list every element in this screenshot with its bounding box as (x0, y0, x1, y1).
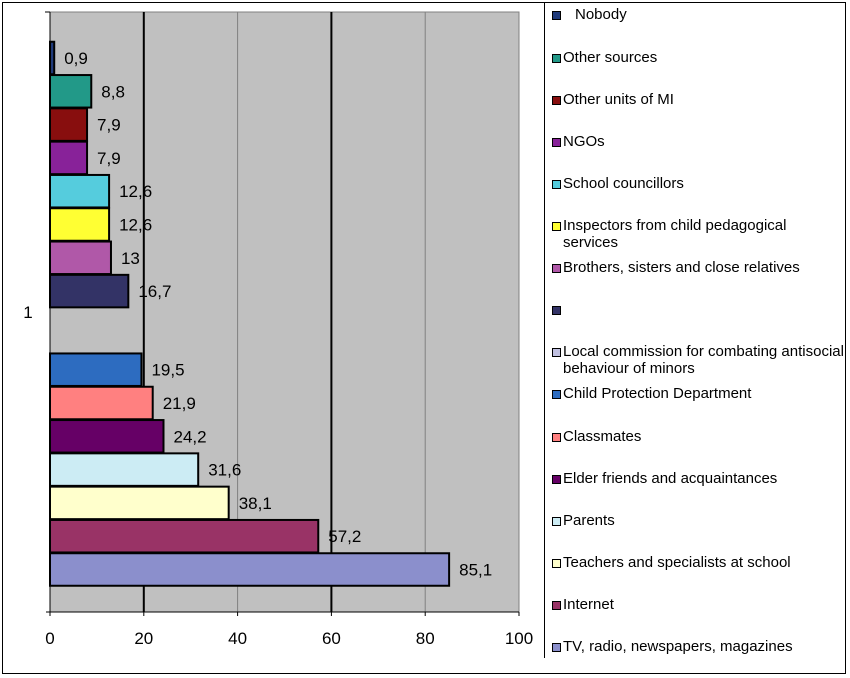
data-label: 21,9 (163, 394, 196, 413)
data-label: 85,1 (459, 561, 492, 580)
legend-label: Brothers, sisters and close relatives (563, 259, 800, 276)
legend-swatch (552, 11, 561, 20)
bar (49, 40, 56, 76)
bar (49, 485, 230, 521)
legend-item: School councillors (548, 175, 844, 192)
legend-label: Child Protection Department (563, 385, 752, 402)
legend-item: Classmates (548, 428, 844, 445)
x-tick-label: 100 (505, 629, 533, 648)
legend-label: Inspectors from child pedagogical servic… (563, 217, 787, 251)
bar (49, 207, 111, 242)
legend-item: Teachers and specialists at school (548, 554, 844, 571)
data-label: 19,5 (151, 361, 184, 380)
legend-item: Brothers, sisters and close relatives (548, 259, 844, 276)
legend-swatch (552, 96, 561, 105)
legend-label: School councillors (563, 175, 684, 192)
legend-label: Other units of MI (563, 91, 674, 108)
legend-swatch (552, 180, 561, 189)
data-label: 7,9 (97, 149, 121, 168)
legend-label: TV, radio, newspapers, magazines (563, 638, 793, 655)
legend-swatch (552, 475, 561, 484)
legend-swatch (552, 138, 561, 147)
bar (49, 518, 320, 554)
legend-swatch (552, 643, 561, 652)
legend-label: Parents (563, 512, 615, 529)
legend-swatch (552, 264, 561, 273)
bar (49, 173, 111, 209)
data-label: 7,9 (97, 116, 121, 135)
legend-item: Other sources (548, 49, 844, 66)
legend-item: Other units of MI (548, 91, 844, 108)
legend-swatch (552, 222, 561, 231)
legend-item: NGOs (548, 133, 844, 150)
data-label: 8,8 (101, 82, 125, 101)
legend-swatch (552, 390, 561, 399)
legend-swatch (552, 348, 561, 357)
legend-item: Parents (548, 512, 844, 529)
legend-label: NGOs (563, 133, 605, 150)
category-label: 1 (23, 303, 32, 322)
legend-swatch (552, 306, 561, 315)
legend-item: Local commission for combating antisocia… (548, 343, 844, 377)
bar (49, 352, 143, 387)
x-tick-label: 20 (134, 629, 153, 648)
legend-swatch (552, 433, 561, 442)
legend-label: Other sources (563, 49, 658, 66)
bar (49, 419, 165, 454)
bar (49, 140, 89, 176)
bar (49, 240, 112, 276)
legend-label: Elder friends and acquaintances (563, 470, 778, 487)
legend-swatch (552, 559, 561, 568)
legend-item: Inspectors from child pedagogical servic… (548, 217, 844, 251)
bar (49, 552, 451, 587)
bar (49, 74, 93, 109)
data-label: 0,9 (64, 49, 88, 68)
x-tick-label: 0 (45, 629, 54, 648)
legend-item: TV, radio, newspapers, magazines (548, 638, 844, 655)
legend-swatch (552, 517, 561, 526)
legend-item: Nobody (548, 6, 844, 23)
x-tick-label: 60 (322, 629, 341, 648)
data-label: 57,2 (328, 527, 361, 546)
bar (49, 385, 154, 421)
legend-item (548, 301, 844, 315)
legend-label: Local commission for combating antisocia… (563, 343, 844, 377)
legend-swatch (552, 601, 561, 610)
legend-item: Internet (548, 596, 844, 613)
bar (49, 452, 200, 487)
data-label: 16,7 (138, 282, 171, 301)
bar (49, 273, 130, 309)
legend-label: Teachers and specialists at school (563, 554, 791, 571)
x-tick-label: 40 (228, 629, 247, 648)
legend-label: Internet (563, 596, 614, 613)
bar (49, 107, 89, 142)
data-label: 13 (121, 249, 140, 268)
legend-swatch (552, 54, 561, 63)
data-label: 12,6 (119, 216, 152, 235)
legend-item: Child Protection Department (548, 385, 844, 402)
legend-item: Elder friends and acquaintances (548, 470, 844, 487)
x-tick-label: 80 (416, 629, 435, 648)
legend-label: Classmates (563, 428, 642, 445)
legend-divider (544, 2, 545, 658)
chart-legend: Nobody Other sources Other units of MI NGOs… (548, 0, 846, 672)
data-label: 38,1 (239, 494, 272, 513)
data-label: 12,6 (119, 182, 152, 201)
data-label: 31,6 (208, 461, 241, 480)
legend-label: Nobody (575, 6, 627, 23)
data-label: 24,2 (173, 427, 206, 446)
